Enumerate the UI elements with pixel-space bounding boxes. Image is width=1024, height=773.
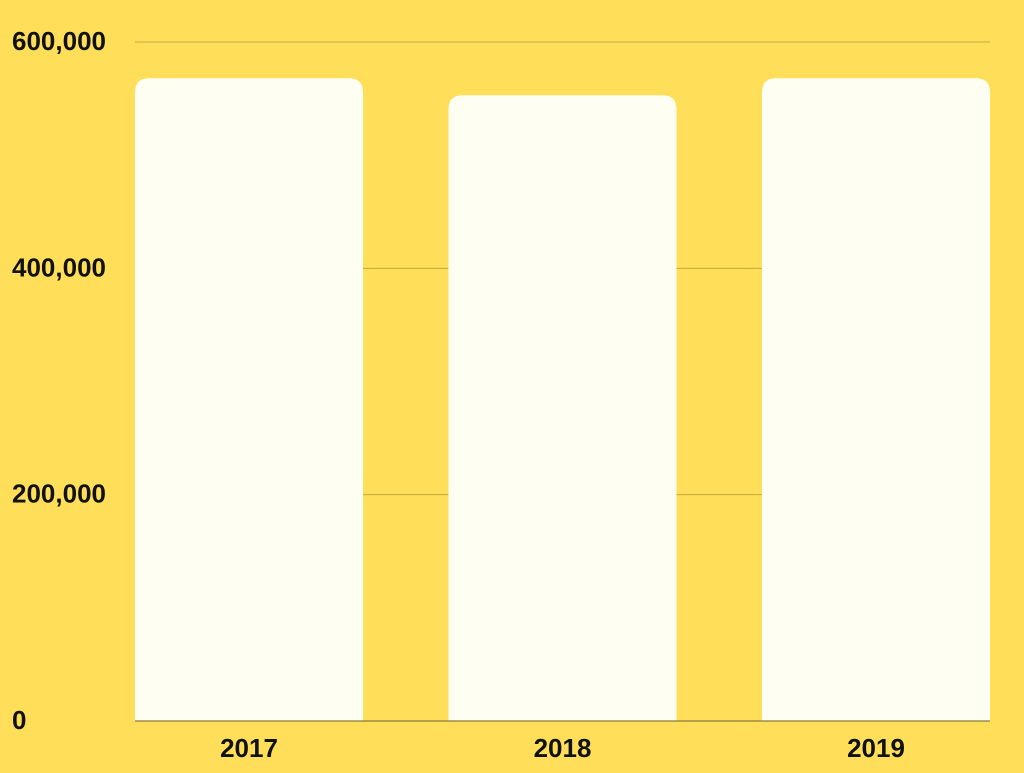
bar-2017 [135, 78, 363, 722]
bars [135, 78, 990, 722]
x-tick-label-2017: 2017 [220, 733, 278, 763]
y-tick-label: 600,000 [12, 26, 106, 56]
y-axis-tick-labels: 0 200,000 400,000 600,000 [12, 26, 106, 735]
y-tick-label: 400,000 [12, 252, 106, 282]
x-tick-label-2018: 2018 [534, 733, 592, 763]
x-tick-label-2019: 2019 [847, 733, 905, 763]
bar-2019 [762, 78, 990, 722]
x-axis-tick-labels: 2017 2018 2019 [220, 733, 905, 763]
bar-2018 [448, 95, 677, 721]
y-tick-label: 0 [12, 705, 26, 735]
y-tick-label: 200,000 [12, 479, 106, 509]
